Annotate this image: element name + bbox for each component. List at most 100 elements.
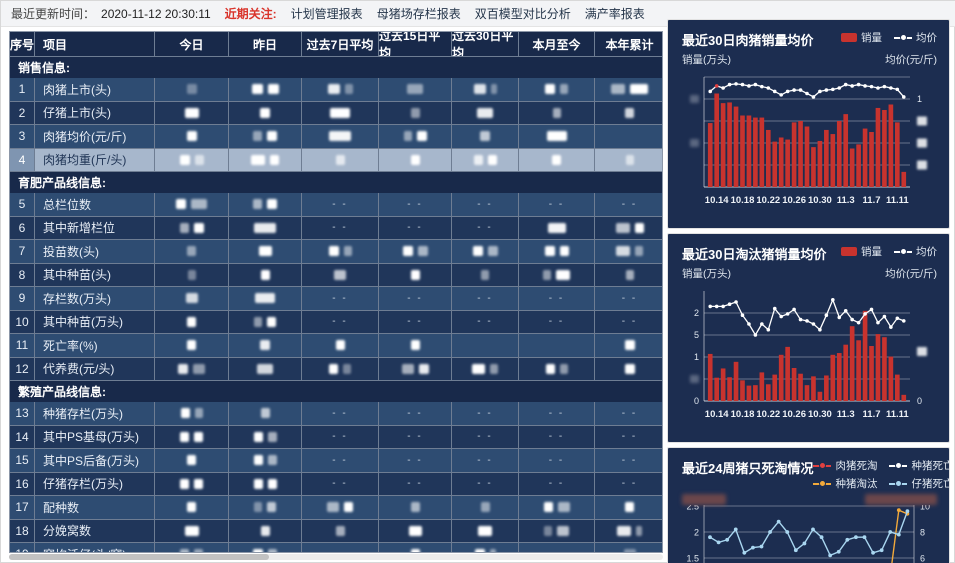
redacted-value <box>187 269 196 280</box>
table-row[interactable]: 17 配种数 <box>10 496 662 520</box>
dash-value: - - <box>548 292 565 304</box>
data-cell: - - <box>595 472 662 496</box>
table-row[interactable]: 4 肉猪均重(斤/头) <box>10 148 662 172</box>
legend-item[interactable]: 仔猪死亡 <box>889 476 949 491</box>
table-row[interactable]: 14 其中PS基母(万头) - - - - - - - - - - <box>10 425 662 449</box>
data-cell <box>452 334 519 358</box>
table-row[interactable]: 9 存栏数(万头) - - - - - - - - - - <box>10 287 662 311</box>
redacted-value <box>251 154 265 165</box>
table-row[interactable]: 18 分娩窝数 <box>10 519 662 543</box>
scrollbar-thumb[interactable] <box>9 554 269 560</box>
dash-value: - - <box>477 222 493 234</box>
data-cell: - - <box>595 449 662 473</box>
data-cell <box>229 263 302 287</box>
table-row[interactable]: 11 死亡率(%) <box>10 334 662 358</box>
update-time-label: 最近更新时间： <box>11 7 96 21</box>
dash-value: - - <box>332 454 348 466</box>
row-label: 肉猪上市(头) <box>35 78 155 102</box>
data-cell <box>452 101 519 125</box>
data-cell <box>155 125 229 149</box>
data-cell <box>155 216 229 240</box>
redacted-value <box>254 502 262 513</box>
link-model-compare[interactable]: 双百模型对比分析 <box>474 7 571 21</box>
chart1-legend: 销量 均价 <box>841 30 937 45</box>
legend-item[interactable]: 种猪淘汰 <box>813 476 877 491</box>
table-row[interactable]: 15 其中PS后备(万头) - - - - - - - - - - <box>10 449 662 473</box>
redacted-value <box>478 525 492 536</box>
redacted-value <box>546 131 567 142</box>
table-row[interactable]: 6 其中新增栏位 - - - - - - <box>10 216 662 240</box>
top-bar: 最近更新时间： 2020-11-12 20:30:11 近期关注: 计划管理报表… <box>1 1 955 27</box>
redacted-value <box>480 502 490 513</box>
table-row[interactable]: 19窝均活仔(头/窝) <box>10 543 662 552</box>
legend-line-swatch-icon <box>813 479 832 488</box>
table-row[interactable]: 10 其中种苗(万头) - - - - - - - - - - <box>10 310 662 334</box>
table-row[interactable]: 7 投苗数(头) <box>10 240 662 264</box>
chart2-right-axis-label: 均价(元/斤) <box>885 268 937 280</box>
legend-item[interactable]: 肉猪死淘 <box>813 458 877 473</box>
table-header-cell: 项目 <box>35 32 155 57</box>
dash-value: - - <box>407 478 423 490</box>
data-cell <box>452 263 519 287</box>
dash-value: - - <box>407 198 423 210</box>
table-row[interactable]: 5 总栏位数 - - - - - - - - - - <box>10 193 662 217</box>
legend-label: 均价 <box>916 32 937 44</box>
data-cell: - - <box>379 193 452 217</box>
redacted-value <box>545 363 555 374</box>
redacted-value <box>329 363 338 374</box>
chart3-right-axis-label-redacted <box>865 494 937 505</box>
data-cell <box>155 543 229 552</box>
legend-label: 种猪死亡 <box>911 460 950 472</box>
redacted-value <box>625 502 634 513</box>
table-row[interactable]: 16 仔猪存栏(万头) - - - - - - - - - - <box>10 472 662 496</box>
redacted-value <box>335 340 345 351</box>
link-plan-report[interactable]: 计划管理报表 <box>290 7 363 21</box>
dash-value: - - <box>477 407 493 419</box>
redacted-value <box>418 363 429 374</box>
data-cell <box>595 125 662 149</box>
redacted-value <box>403 131 412 142</box>
link-full-capacity-report[interactable]: 满产率报表 <box>584 7 645 21</box>
table-row[interactable]: 2 仔猪上市(头) <box>10 101 662 125</box>
data-cell: - - <box>379 310 452 334</box>
redacted-value <box>268 549 277 552</box>
legend-item[interactable]: 均价 <box>894 244 937 259</box>
row-index: 7 <box>10 240 35 264</box>
data-cell <box>519 263 595 287</box>
legend-item[interactable]: 均价 <box>894 30 937 45</box>
legend-item[interactable]: 销量 <box>841 30 882 45</box>
redacted-value <box>477 107 493 118</box>
table-row[interactable]: 13 种猪存栏(万头) - - - - - - - - - - <box>10 402 662 426</box>
legend-label: 均价 <box>916 246 937 258</box>
redacted-value <box>255 293 275 304</box>
redacted-value <box>410 154 420 165</box>
redacted-value <box>490 84 497 95</box>
data-cell <box>595 334 662 358</box>
table-row[interactable]: 12 代养费(元/头) <box>10 357 662 381</box>
table-section-row: 繁殖产品线信息: <box>10 381 662 402</box>
legend-item[interactable]: 销量 <box>841 244 882 259</box>
dash-value: - - <box>407 431 423 443</box>
data-cell <box>229 334 302 358</box>
legend-item[interactable]: 种猪死亡 <box>889 458 950 473</box>
redacted-value <box>481 269 489 280</box>
table-header-cell: 过去15日平均 <box>379 32 452 57</box>
redacted-value <box>187 455 196 466</box>
table-row[interactable]: 3 肉猪均价(元/斤) <box>10 125 662 149</box>
link-sow-farm-report[interactable]: 母猪场存栏报表 <box>376 7 461 21</box>
dash-value: - - <box>621 198 638 210</box>
table-row[interactable]: 8 其中种苗(头) <box>10 263 662 287</box>
data-cell: - - <box>302 287 379 311</box>
svg-text:10.30: 10.30 <box>808 409 832 420</box>
redacted-value <box>180 408 190 419</box>
table-row[interactable]: 1 肉猪上市(头) <box>10 78 662 102</box>
redacted-value <box>267 455 277 466</box>
horizontal-scrollbar[interactable] <box>9 554 663 560</box>
chart-panel-cull-pig-sales: 最近30日淘汰猪销量均价 销量 均价 销量(万头) 均价(元/斤) 0 1 5 2 0 10… <box>667 233 950 443</box>
redacted-value <box>543 502 553 513</box>
redacted-value <box>191 199 207 210</box>
dash-value: - - <box>621 431 638 443</box>
redacted-value <box>187 502 196 513</box>
data-cell <box>229 496 302 520</box>
svg-text:8: 8 <box>920 528 925 538</box>
